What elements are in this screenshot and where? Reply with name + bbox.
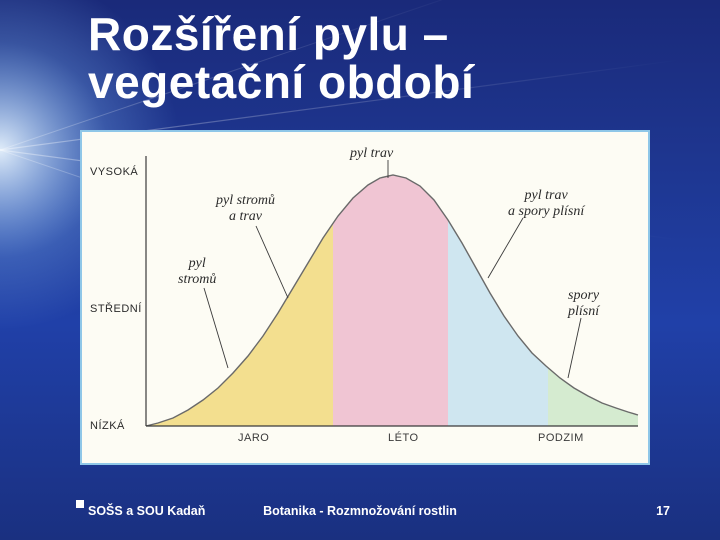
callout-line bbox=[488, 218, 523, 278]
callout-label: pyl trava spory plísní bbox=[508, 188, 584, 220]
season-region bbox=[448, 220, 548, 426]
chart-container: VYSOKÁ STŘEDNÍ NÍZKÁ JARO LÉTO PODZIM pyl trav… bbox=[80, 130, 650, 465]
slide: Rozšíření pylu – vegetační období VYSOKÁ… bbox=[0, 0, 720, 540]
footer: SOŠS a SOU Kadaň Botanika - Rozmnožování… bbox=[0, 504, 720, 524]
y-axis-label: NÍZKÁ bbox=[90, 420, 125, 432]
callout-label: pyl stromůa trav bbox=[216, 193, 275, 225]
season-label: JARO bbox=[238, 432, 269, 444]
title-line-1: Rozšíření pylu – bbox=[88, 8, 449, 60]
callout-line bbox=[568, 318, 581, 378]
season-label: LÉTO bbox=[388, 432, 419, 444]
season-region bbox=[146, 223, 333, 426]
pollen-chart: VYSOKÁ STŘEDNÍ NÍZKÁ JARO LÉTO PODZIM pyl trav… bbox=[88, 138, 640, 457]
callout-line bbox=[256, 226, 288, 298]
callout-label: sporyplísní bbox=[568, 288, 599, 320]
callout-label: pylstromů bbox=[178, 256, 216, 288]
season-region bbox=[548, 368, 638, 426]
callout-label: pyl trav bbox=[350, 146, 393, 162]
footer-right: 17 bbox=[656, 504, 670, 518]
y-axis-label: VYSOKÁ bbox=[90, 166, 138, 178]
season-region bbox=[333, 175, 448, 426]
season-label: PODZIM bbox=[538, 432, 584, 444]
footer-center: Botanika - Rozmnožování rostlin bbox=[0, 504, 720, 518]
callout-line bbox=[204, 288, 228, 368]
chart-svg bbox=[88, 138, 642, 459]
title-line-2: vegetační období bbox=[88, 56, 474, 108]
y-axis-label: STŘEDNÍ bbox=[90, 303, 142, 315]
slide-title: Rozšíření pylu – vegetační období bbox=[88, 10, 474, 107]
